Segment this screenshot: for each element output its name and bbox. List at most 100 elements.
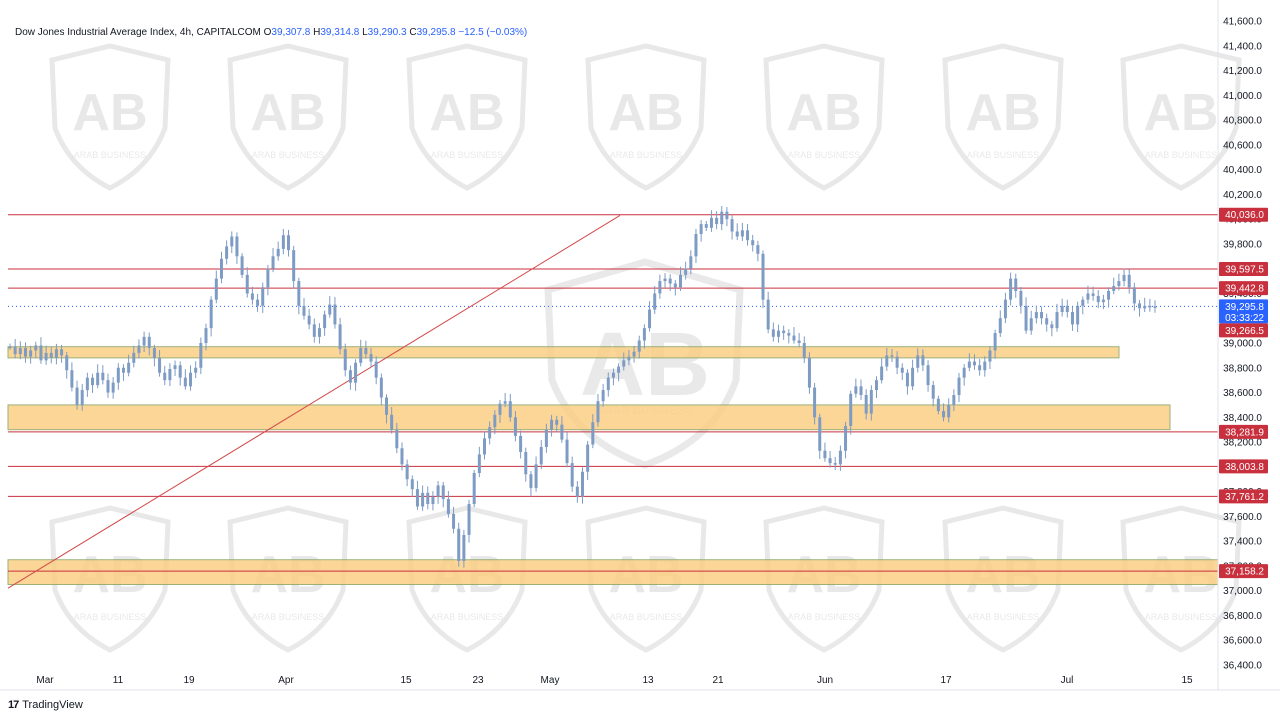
countdown-tag: 03:33:22 [1225, 313, 1264, 324]
candle-body [8, 346, 12, 349]
candle-body [962, 367, 966, 378]
candle-body [374, 361, 378, 378]
candle-body [364, 347, 368, 355]
candle-body [570, 463, 574, 487]
candle-body [338, 324, 342, 350]
candle-body [70, 370, 74, 388]
watermark-caption: ARAB BUSINESS [252, 612, 325, 622]
candle-body [1009, 278, 1013, 300]
trendline[interactable] [7, 215, 621, 589]
candle-body [771, 329, 775, 337]
price-tick-label: 41,400.0 [1223, 41, 1262, 52]
candle-body [281, 235, 285, 249]
time-axis[interactable]: Mar 11 19 Apr 15 23 May 13 21 Jun 17 Jul 15 [36, 675, 1193, 686]
candle-body [895, 356, 899, 368]
level-price-tag-2: 39,597.5 [1225, 265, 1264, 276]
time-tick-label: Apr [278, 675, 294, 686]
low-value: 39,290.3 [367, 27, 407, 38]
candle-body [957, 377, 961, 396]
candle-body [555, 419, 559, 425]
watermark-shield-icon: AB ARAB BUSINESS [1120, 43, 1242, 191]
tradingview-name: TradingView [22, 699, 83, 711]
candle-body [668, 278, 672, 284]
candle-body [173, 365, 177, 370]
watermark-caption: ARAB BUSINESS [1145, 150, 1218, 160]
candle-body [544, 429, 548, 448]
candle-body [942, 411, 946, 418]
candle-body [111, 382, 115, 393]
watermark-shield-icon: AB ARAB BUSINESS [49, 43, 171, 191]
candle-body [735, 231, 739, 237]
watermark-caption: ARAB BUSINESS [431, 150, 504, 160]
candle-body [967, 361, 971, 368]
candle-body [833, 463, 837, 465]
candle-body [622, 360, 626, 367]
watermark-ab-mark: AB [786, 84, 861, 142]
open-label: O [263, 27, 272, 38]
candle-body [797, 340, 801, 343]
candle-body [415, 489, 419, 507]
candle-body [766, 299, 770, 330]
time-tick-label: 17 [940, 675, 952, 686]
candle-body [96, 372, 100, 386]
candle-body [740, 230, 744, 237]
watermark-ab-mark: AB [608, 84, 683, 142]
candle-body [1148, 305, 1152, 308]
candle-body [168, 369, 172, 381]
time-tick-label: 13 [642, 675, 654, 686]
candle-body [1034, 312, 1038, 319]
candle-body [1029, 318, 1033, 331]
price-tags: 40,036.0 39,597.5 39,442.8 38,281.9 38,003.8… [1219, 207, 1268, 579]
watermark-shield-outline [49, 505, 171, 653]
candle-body [864, 395, 868, 414]
candle-body [1040, 312, 1044, 319]
candle-body [1014, 278, 1018, 291]
price-tick-label: 41,200.0 [1223, 66, 1262, 77]
level-price-tag-3: 39,442.8 [1225, 284, 1264, 295]
candle-body [627, 356, 631, 361]
candle-body [426, 492, 430, 504]
watermark-caption: ARAB BUSINESS [788, 612, 861, 622]
candle-body [751, 240, 755, 246]
candle-body [23, 347, 27, 357]
candle-body [1107, 290, 1111, 300]
candle-body [1019, 290, 1023, 306]
candle-body [802, 343, 806, 358]
candle-body [911, 367, 915, 387]
candle-body [80, 390, 84, 405]
watermark-shield-icon: AB ARAB BUSINESS [585, 43, 707, 191]
candle-body [1127, 274, 1131, 288]
candle-body [746, 230, 750, 241]
candle-body [993, 333, 997, 351]
watermark-caption: ARAB BUSINESS [967, 612, 1040, 622]
candle-body [266, 268, 270, 288]
watermark-layer: AB ARAB BUSINESS AB ARAB BUSINESS AB ARAB BUS… [49, 43, 1242, 653]
watermark-shield-icon: AB ARAB BUSINESS [942, 43, 1064, 191]
candle-body [261, 287, 265, 306]
candle-body [1117, 281, 1121, 287]
watermark-caption: ARAB BUSINESS [74, 150, 147, 160]
candle-body [441, 485, 445, 500]
level-price-tag-5-bg [1219, 459, 1268, 474]
candle-body [581, 471, 584, 497]
candle-body [75, 387, 79, 405]
candle-body [152, 347, 156, 358]
candle-body [818, 417, 822, 451]
candle-body [235, 236, 239, 257]
candle-body [926, 365, 930, 386]
tradingview-logo[interactable]: 17 TradingView [8, 699, 83, 711]
level-price-tag-3-bg [1219, 281, 1268, 296]
candle-body [776, 330, 780, 337]
current-price-tag: 39,295.8 [1225, 302, 1264, 313]
level-price-tag-2-bg [1219, 262, 1268, 277]
candle-body [348, 370, 352, 383]
candle-body [29, 350, 33, 357]
candle-body [1112, 286, 1116, 291]
time-tick-label: 11 [113, 675, 124, 686]
candle-body [1045, 318, 1049, 325]
price-tick-label: 40,600.0 [1223, 140, 1262, 151]
low-label: L [362, 27, 368, 38]
price-tick-label: 41,000.0 [1223, 91, 1262, 102]
